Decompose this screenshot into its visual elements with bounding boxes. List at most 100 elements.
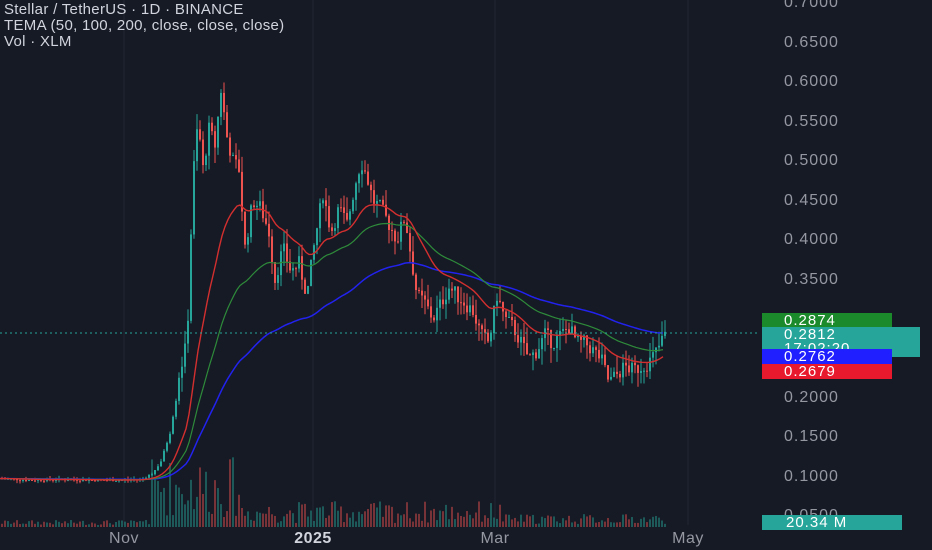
- candle-body: [175, 400, 177, 417]
- volume-bar: [655, 516, 657, 527]
- volume-bar: [172, 515, 174, 527]
- volume-bar: [100, 524, 102, 527]
- volume-bar: [82, 520, 84, 527]
- volume-bar: [487, 518, 489, 527]
- candle-body: [475, 314, 477, 324]
- volume-bar: [505, 514, 507, 527]
- volume-bar: [625, 514, 627, 527]
- candle-body: [199, 129, 201, 140]
- price-tick: 0.1500: [784, 428, 839, 445]
- volume-bar: [385, 505, 387, 527]
- time-tick: Mar: [480, 530, 510, 547]
- volume-bar: [652, 516, 654, 527]
- volume-bar: [166, 515, 168, 527]
- candle-body: [328, 206, 330, 228]
- volume-bar: [199, 467, 201, 527]
- candle-body: [43, 480, 45, 482]
- candle-body: [208, 122, 210, 156]
- volume-bar: [580, 518, 582, 527]
- volume-bar: [106, 520, 108, 527]
- candle-body: [145, 477, 147, 479]
- volume-bar: [493, 517, 495, 527]
- volume-bar: [562, 518, 564, 527]
- volume-bar: [169, 462, 171, 527]
- candle-body: [91, 480, 93, 482]
- candle-body: [457, 286, 459, 303]
- candle-body: [361, 170, 363, 175]
- candle-body: [607, 365, 609, 380]
- candle-body: [634, 362, 636, 366]
- volume-value-label: 20.34 M: [762, 515, 902, 530]
- time-tick: May: [672, 530, 704, 547]
- candle-body: [181, 366, 183, 378]
- volume-bar: [130, 520, 132, 527]
- indicator-title[interactable]: TEMA (50, 100, 200, close, close, close): [4, 17, 285, 34]
- candle-body: [430, 306, 432, 318]
- candle-body: [568, 329, 570, 334]
- candle-body: [409, 233, 411, 252]
- volume-bar: [523, 521, 525, 527]
- volume-bar: [19, 524, 21, 527]
- candle-body: [526, 343, 528, 355]
- candle-body: [148, 474, 150, 478]
- candle-body: [577, 335, 579, 338]
- candle-body: [316, 228, 318, 246]
- candle-body: [232, 155, 234, 157]
- volume-title[interactable]: Vol · XLM: [4, 33, 72, 50]
- candle-body: [286, 243, 288, 262]
- volume-bar: [4, 520, 6, 527]
- volume-bar: [325, 517, 327, 527]
- volume-bar: [601, 520, 603, 527]
- volume-bar: [298, 502, 300, 527]
- volume-bar: [301, 504, 303, 527]
- volume-bar: [565, 520, 567, 527]
- candle-body: [118, 480, 120, 482]
- volume-bar: [415, 513, 417, 527]
- candle-body: [490, 333, 492, 342]
- volume-bar: [391, 506, 393, 527]
- volume-bar: [637, 522, 639, 527]
- candle-body: [307, 285, 309, 294]
- candle-body: [394, 230, 396, 242]
- candle-body: [397, 241, 399, 243]
- candle-body: [160, 461, 162, 467]
- time-tick: 2025: [294, 530, 332, 547]
- candle-body: [406, 222, 408, 234]
- volume-bar: [67, 523, 69, 527]
- candle-body: [505, 311, 507, 317]
- volume-bar: [292, 513, 294, 527]
- candle-body: [106, 480, 108, 482]
- volume-bar: [649, 519, 651, 527]
- volume-bar: [535, 523, 537, 527]
- volume-bar: [658, 517, 660, 527]
- volume-bar: [529, 516, 531, 527]
- volume-bar: [220, 504, 222, 527]
- volume-bars: [1, 457, 666, 527]
- volume-bar: [55, 520, 57, 527]
- candle-body: [298, 256, 300, 269]
- candle-body: [301, 256, 303, 280]
- candle-body: [499, 300, 501, 302]
- candle-body: [271, 236, 273, 263]
- volume-bar: [103, 521, 105, 527]
- price-tick: 0.2000: [784, 389, 839, 406]
- volume-bar: [361, 514, 363, 527]
- volume-bar: [244, 515, 246, 527]
- candle-body: [247, 237, 249, 245]
- symbol-title[interactable]: Stellar / TetherUS · 1D · BINANCE: [4, 1, 244, 18]
- candle-body: [604, 354, 606, 366]
- volume-bar: [382, 516, 384, 527]
- volume-bar: [427, 522, 429, 527]
- volume-bar: [229, 459, 231, 527]
- volume-bar: [457, 512, 459, 527]
- volume-bar: [484, 515, 486, 527]
- volume-bar: [256, 511, 258, 527]
- candle-body: [67, 480, 69, 482]
- volume-bar: [469, 514, 471, 527]
- volume-bar: [7, 521, 9, 527]
- candle-body: [202, 139, 204, 166]
- volume-bar: [115, 521, 117, 527]
- candle-body: [631, 362, 633, 373]
- volume-bar: [352, 512, 354, 527]
